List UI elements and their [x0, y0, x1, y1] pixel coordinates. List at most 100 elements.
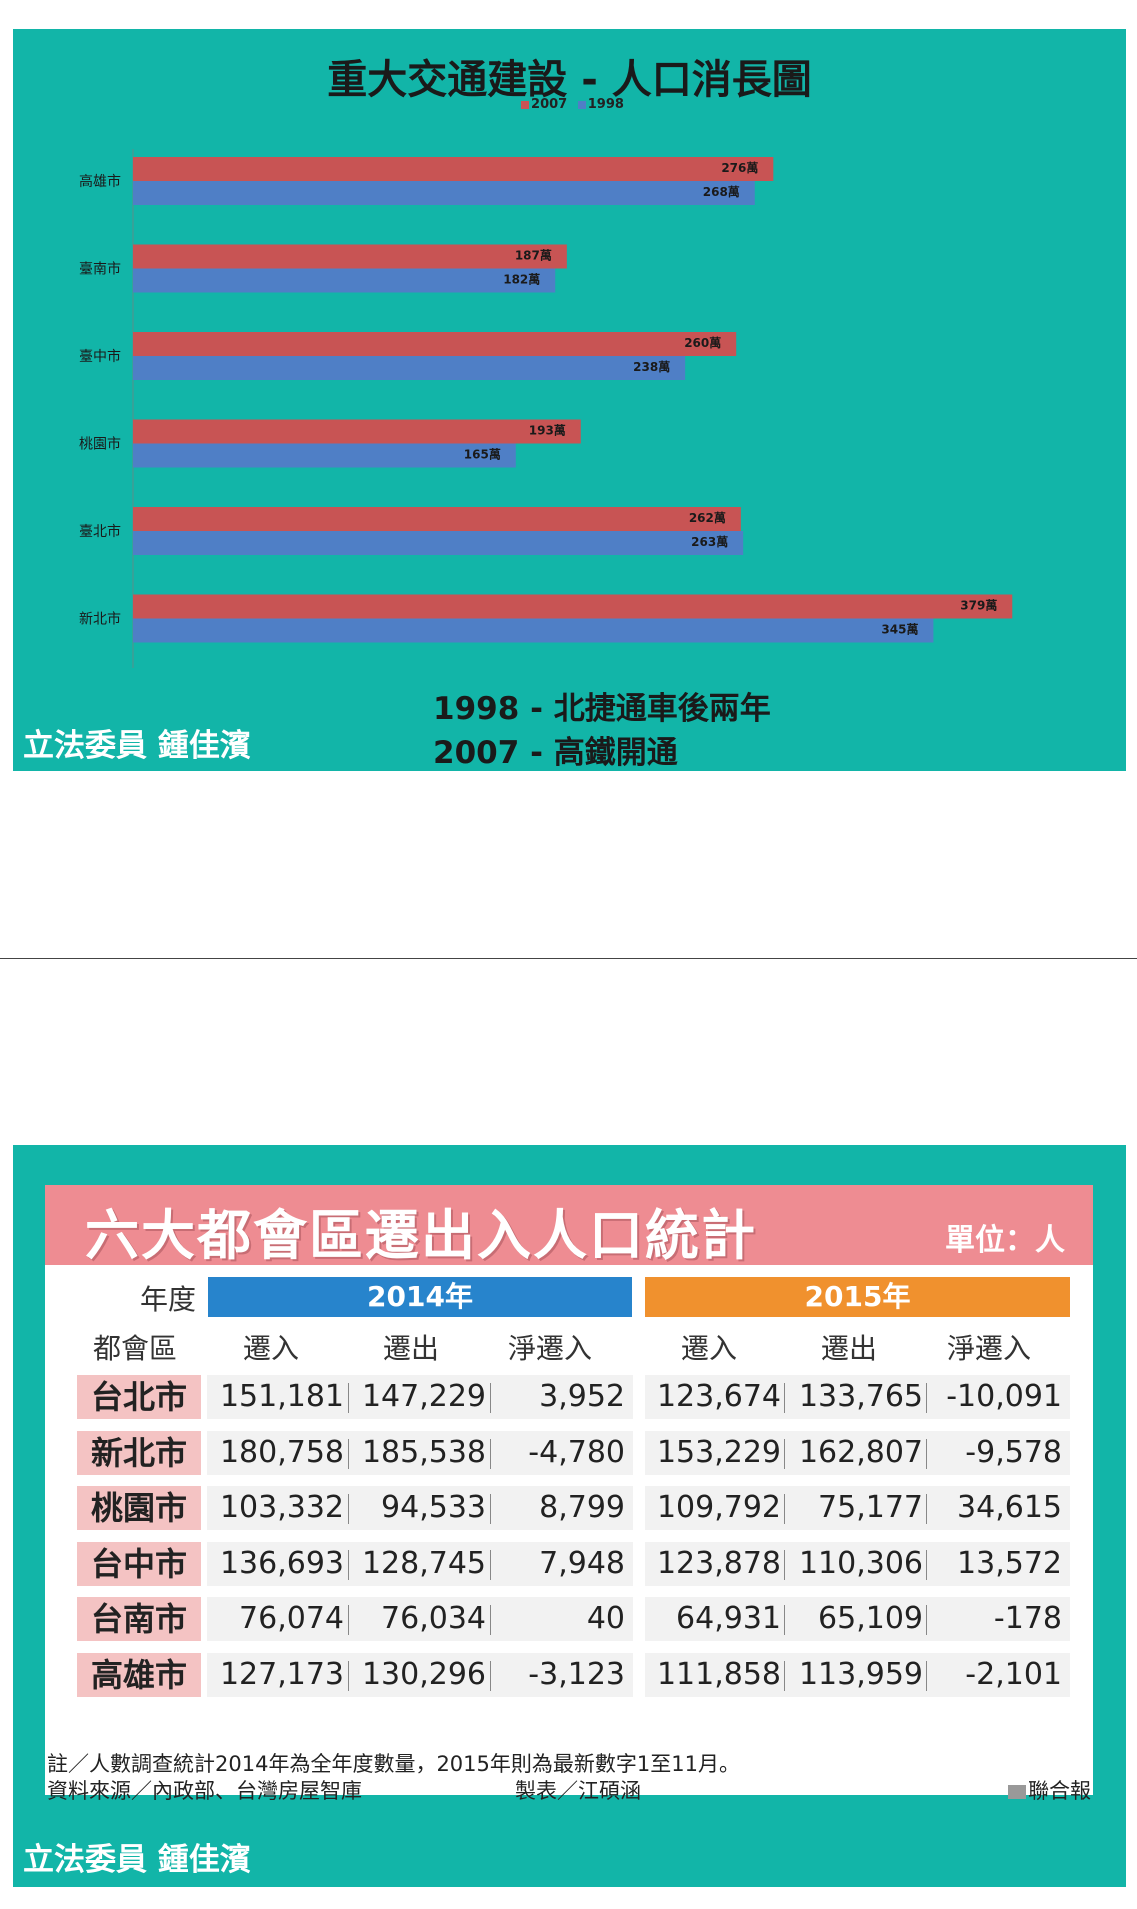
- chart-title: 重大交通建設 - 人口消長圖: [327, 57, 812, 103]
- page-divider: [0, 958, 1137, 959]
- column-separator: [926, 1438, 927, 1469]
- value-cell: 127,173: [219, 1656, 344, 1692]
- column-separator: [926, 1383, 927, 1413]
- value-cell: 151,181: [219, 1379, 344, 1414]
- column-separator: [926, 1660, 927, 1691]
- publisher-label: 聯合報: [1008, 1775, 1091, 1805]
- data-label: 187萬: [515, 248, 552, 263]
- value-cell: -10,091: [946, 1379, 1062, 1414]
- bar-1998: [133, 181, 755, 205]
- value-cell: -2,101: [965, 1656, 1062, 1692]
- table-panel: 六大都會區遷出入人口統計 單位：人 年度 2014年 2015年 都會區 遷入 …: [45, 1185, 1093, 1803]
- column-separator: [348, 1494, 349, 1524]
- category-label: 臺北市: [79, 523, 121, 540]
- table-source: 資料來源／內政部、台灣房屋智庫: [47, 1779, 362, 1803]
- value-cell: 123,878: [656, 1545, 781, 1581]
- bar-1998: [133, 618, 934, 643]
- legislator-label-2: 立法委員 鍾佳濱: [23, 1842, 251, 1878]
- column-separator: [490, 1660, 491, 1691]
- note-2007: 2007 - 高鐵開通: [433, 735, 678, 771]
- row-background: [207, 1375, 633, 1419]
- column-separator: [784, 1438, 785, 1469]
- row-background: [645, 1430, 1070, 1475]
- value-cell: 133,765: [798, 1379, 923, 1414]
- table-footnote: 註／人數調查統計2014年為全年度數量，2015年則為最新數字1至11月。: [47, 1752, 740, 1776]
- value-cell: 103,332: [219, 1490, 344, 1525]
- year-2014-header: 2014年: [208, 1277, 632, 1317]
- value-cell: 109,792: [656, 1490, 781, 1525]
- bar-1998: [133, 356, 686, 380]
- column-separator: [490, 1383, 491, 1413]
- column-separator: [348, 1605, 349, 1635]
- bar-2007: [133, 507, 741, 531]
- value-cell: 64,931: [676, 1601, 781, 1636]
- city-cell: 高雄市: [77, 1652, 201, 1697]
- city-cell: 台北市: [77, 1375, 201, 1419]
- category-label: 臺南市: [79, 261, 121, 278]
- value-cell: -4,780: [528, 1434, 625, 1470]
- row-background: [207, 1597, 633, 1641]
- table-row: 新北市 180,758 185,538 -4,780 153,229 162,807 -9,…: [45, 1430, 1093, 1479]
- value-cell: -178: [993, 1601, 1062, 1636]
- value-cell: 34,615: [957, 1490, 1062, 1525]
- col-in-2015: 遷入: [681, 1332, 738, 1365]
- value-cell: 75,177: [818, 1490, 923, 1525]
- col-out-2015: 遷出: [821, 1332, 878, 1365]
- legend-label-1998: 1998: [587, 97, 624, 112]
- value-cell: 3,952: [539, 1379, 625, 1414]
- legend-swatch-1998: [577, 100, 586, 109]
- value-cell: 113,959: [798, 1656, 923, 1692]
- row-background: [207, 1486, 633, 1530]
- table-row: 台南市 76,074 76,034 40 64,931 65,109 -178: [45, 1597, 1093, 1645]
- column-separator: [490, 1438, 491, 1469]
- value-cell: -9,578: [965, 1434, 1062, 1470]
- value-cell: 8,799: [539, 1490, 625, 1525]
- column-separator: [784, 1494, 785, 1524]
- data-label: 345萬: [881, 622, 918, 637]
- city-cell: 桃園市: [77, 1486, 201, 1530]
- category-label: 新北市: [79, 611, 121, 628]
- data-label: 268萬: [703, 184, 740, 199]
- bar-2007: [133, 332, 737, 356]
- note-1998: 1998 - 北捷通車後兩年: [433, 691, 771, 727]
- column-separator: [348, 1660, 349, 1691]
- data-label: 379萬: [960, 598, 997, 613]
- table-row: 高雄市 127,173 130,296 -3,123 111,858 113,959 -2,…: [45, 1652, 1093, 1701]
- col-in-2014: 遷入: [243, 1332, 300, 1365]
- city-cell: 台中市: [77, 1541, 201, 1586]
- bar-2007: [133, 157, 774, 181]
- col-out-2014: 遷出: [383, 1332, 440, 1365]
- legend-swatch-2007: [521, 100, 530, 109]
- publisher-name: 聯合報: [1028, 1779, 1091, 1803]
- value-cell: 185,538: [361, 1434, 486, 1470]
- chart-legend: 2007 1998: [13, 97, 1126, 112]
- row-label-header: 都會區: [93, 1332, 178, 1365]
- year-2015-header: 2015年: [645, 1277, 1070, 1317]
- row-background: [645, 1375, 1070, 1419]
- value-cell: 136,693: [219, 1545, 344, 1581]
- table-title: 六大都會區遷出入人口統計: [85, 1204, 757, 1267]
- col-net-2014: 淨遷入: [508, 1332, 593, 1365]
- row-background: [207, 1541, 633, 1586]
- column-separator: [348, 1438, 349, 1469]
- value-cell: 94,533: [381, 1490, 486, 1525]
- city-cell: 新北市: [77, 1430, 201, 1475]
- column-separator: [490, 1549, 491, 1580]
- publisher-logo-square: [1008, 1785, 1026, 1799]
- column-separator: [490, 1605, 491, 1635]
- value-cell: 110,306: [798, 1545, 923, 1581]
- table-maker: 製表／江碩涵: [515, 1779, 641, 1803]
- column-separator: [784, 1383, 785, 1413]
- legislator-label: 立法委員 鍾佳濱: [23, 728, 251, 764]
- column-separator: [490, 1494, 491, 1524]
- data-label: 276萬: [721, 160, 758, 175]
- slide-migration-table: 六大都會區遷出入人口統計 單位：人 年度 2014年 2015年 都會區 遷入 …: [13, 1145, 1126, 1887]
- column-separator: [926, 1549, 927, 1580]
- bar-2007: [133, 244, 567, 269]
- year-label: 年度: [140, 1283, 197, 1316]
- value-cell: 7,948: [539, 1545, 625, 1581]
- row-background: [645, 1541, 1070, 1586]
- column-separator: [784, 1549, 785, 1580]
- value-cell: 123,674: [656, 1379, 781, 1414]
- value-cell: 130,296: [361, 1656, 486, 1692]
